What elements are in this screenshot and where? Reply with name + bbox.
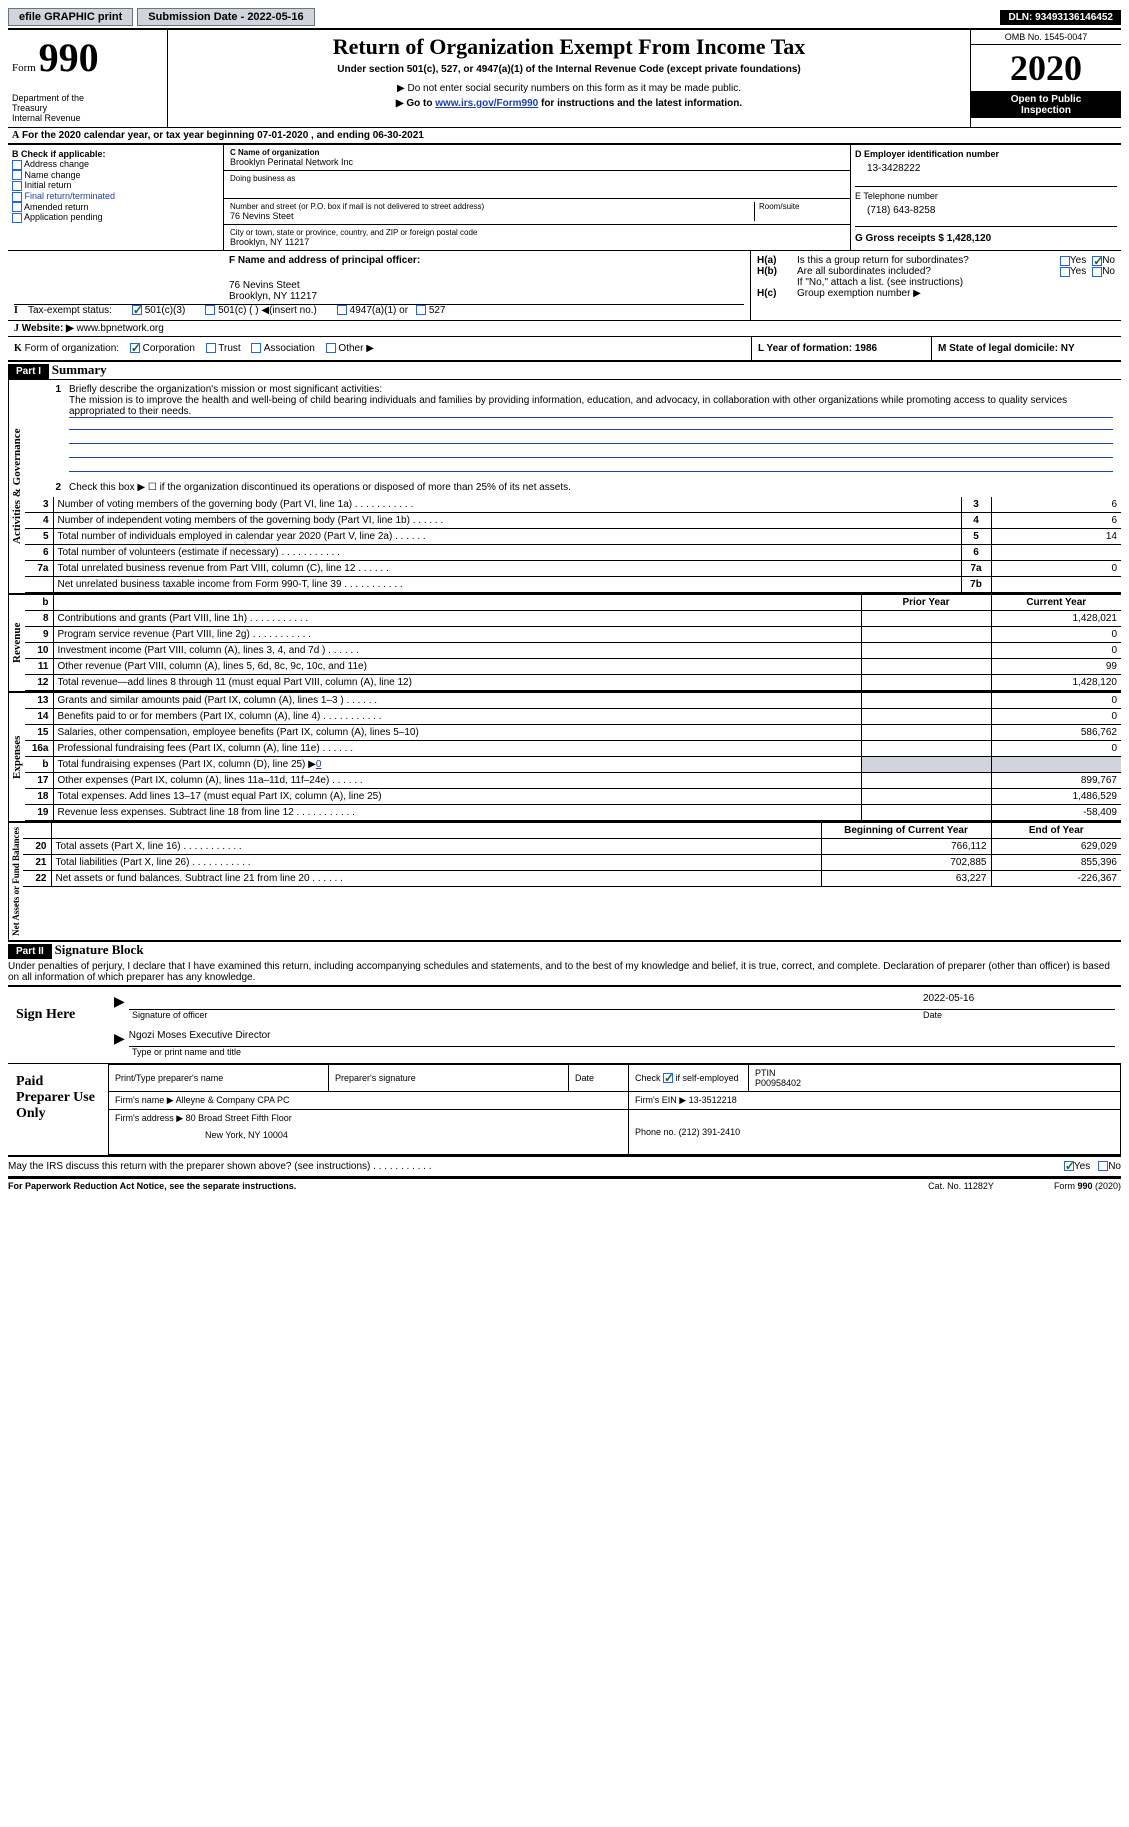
section-b: B Check if applicable: Address change Na… xyxy=(8,145,223,250)
open2: Inspection xyxy=(973,105,1119,116)
self-employed-check[interactable] xyxy=(663,1073,673,1083)
submission-date: Submission Date - 2022-05-16 xyxy=(137,8,314,26)
penalty-text: Under penalties of perjury, I declare th… xyxy=(8,959,1121,985)
discuss-row: May the IRS discuss this return with the… xyxy=(8,1157,1121,1178)
part1-header: Part I Summary xyxy=(8,362,1121,380)
arrow1: ▶ Do not enter social security numbers o… xyxy=(172,83,966,94)
part2-header: Part II Signature Block xyxy=(8,942,1121,959)
form-word: Form xyxy=(12,62,36,74)
subtitle: Under section 501(c), 527, or 4947(a)(1)… xyxy=(172,64,966,75)
k-other[interactable] xyxy=(326,343,336,353)
revenue-section: Revenue bPrior YearCurrent Year 8Contrib… xyxy=(8,595,1121,693)
bcd-block: B Check if applicable: Address change Na… xyxy=(8,143,1121,251)
omb: OMB No. 1545-0047 xyxy=(971,30,1121,45)
form-title: Return of Organization Exempt From Incom… xyxy=(172,34,966,60)
efile-button[interactable]: efile GRAPHIC print xyxy=(8,8,133,26)
irs-link[interactable]: www.irs.gov/Form990 xyxy=(435,98,538,109)
row-a: A For the 2020 calendar year, or tax yea… xyxy=(8,127,1121,143)
k-assoc[interactable] xyxy=(251,343,261,353)
fh-row: F Name and address of principal officer:… xyxy=(8,251,1121,321)
sign-here-block: Sign Here ▶ 2022-05-16 Signature of offi… xyxy=(8,985,1121,1064)
section-d: D Employer identification number 13-3428… xyxy=(851,145,1121,250)
dln: DLN: 93493136146452 xyxy=(1000,10,1121,25)
hb-no[interactable] xyxy=(1092,267,1102,277)
discuss-yes[interactable] xyxy=(1064,1161,1074,1171)
dept3: Internal Revenue xyxy=(12,113,163,123)
tax-year: 2020 xyxy=(971,45,1121,92)
open1: Open to Public xyxy=(973,94,1119,105)
ha-no[interactable] xyxy=(1092,256,1102,266)
net-assets-section: Net Assets or Fund Balances Beginning of… xyxy=(8,823,1121,942)
check-527[interactable] xyxy=(416,305,426,315)
row-j: J Website: ▶ www.bpnetwork.org xyxy=(8,321,1121,337)
k-corp[interactable] xyxy=(130,343,140,353)
klm-row: K Form of organization: Corporation Trus… xyxy=(8,337,1121,362)
hb-yes[interactable] xyxy=(1060,267,1070,277)
form-number: 990 xyxy=(39,35,99,80)
fundraising-link[interactable]: 0 xyxy=(316,759,322,770)
discuss-no[interactable] xyxy=(1098,1161,1108,1171)
check-501c3[interactable] xyxy=(132,305,142,315)
governance-section: Activities & Governance 1 Briefly descri… xyxy=(8,380,1121,595)
gov-table: 3Number of voting members of the governi… xyxy=(25,497,1121,593)
paid-preparer-block: Paid Preparer Use Only Print/Type prepar… xyxy=(8,1064,1121,1157)
topbar: efile GRAPHIC print Submission Date - 20… xyxy=(8,8,1121,26)
expenses-section: Expenses 13Grants and similar amounts pa… xyxy=(8,693,1121,823)
check-4947[interactable] xyxy=(337,305,347,315)
dept1: Department of the xyxy=(12,93,163,103)
k-trust[interactable] xyxy=(206,343,216,353)
form-header: Form 990 Department of the Treasury Inte… xyxy=(8,28,1121,127)
arrow2: ▶ Go to www.irs.gov/Form990 for instruct… xyxy=(172,98,966,109)
check-501c[interactable] xyxy=(205,305,215,315)
ha-yes[interactable] xyxy=(1060,256,1070,266)
dept2: Treasury xyxy=(12,103,163,113)
footer: For Paperwork Reduction Act Notice, see … xyxy=(8,1178,1121,1191)
section-c: C Name of organization Brooklyn Perinata… xyxy=(223,145,851,250)
